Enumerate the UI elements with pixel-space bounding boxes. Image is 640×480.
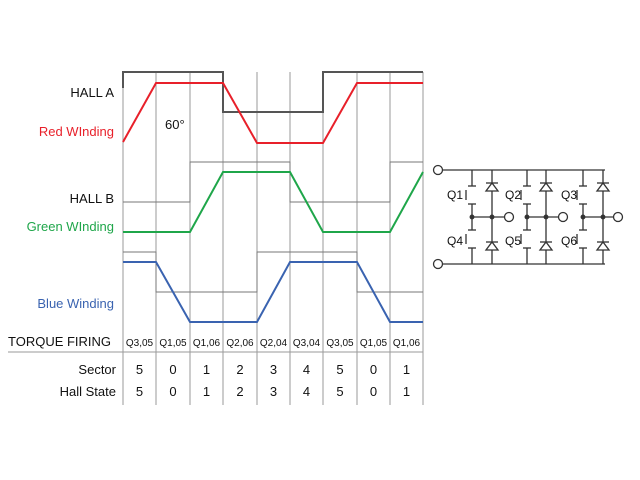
sector-cell: 2	[236, 362, 243, 377]
hall-state-label: Hall State	[60, 384, 116, 399]
hall-b-waveform	[123, 161, 423, 203]
sector-cell: 3	[270, 362, 277, 377]
green-winding-label: Green WInding	[27, 219, 114, 234]
torque-cell: Q1,06	[393, 338, 421, 349]
hall-a-waveform	[122, 71, 423, 113]
blue-winding-label: Blue Winding	[37, 296, 114, 311]
bridge-leg-2	[520, 170, 569, 264]
sector-row: 5 0 1 2 3 4 5 0 1	[136, 362, 410, 377]
switch-label-q4: Q4	[447, 234, 463, 248]
column-grid	[122, 72, 424, 405]
switch-label-q6: Q6	[561, 234, 577, 248]
hall-b-label: HALL B	[70, 191, 114, 206]
red-winding-label: Red WInding	[39, 124, 114, 139]
phase-output-terminal	[557, 211, 569, 223]
bridge-leg-3	[576, 170, 624, 264]
hall-state-cell: 0	[370, 384, 377, 399]
hall-c-waveform	[123, 251, 423, 293]
green-winding-waveform	[123, 171, 424, 233]
sector-cell: 0	[370, 362, 377, 377]
phase-output-terminal	[503, 211, 515, 223]
phase-output-terminal	[612, 211, 624, 223]
torque-cell: Q1,05	[360, 338, 388, 349]
red-winding-waveform	[122, 82, 423, 144]
switch-label-q1: Q1	[447, 188, 463, 202]
torque-cell: Q3,05	[126, 338, 154, 349]
bridge-leg-1	[465, 170, 515, 264]
positive-rail-terminal	[432, 164, 444, 176]
switch-label-q5: Q5	[505, 234, 521, 248]
hall-state-cell: 5	[136, 384, 143, 399]
hall-state-cell: 4	[303, 384, 310, 399]
hall-state-cell: 1	[403, 384, 410, 399]
torque-cell: Q3,04	[293, 338, 321, 349]
torque-cell: Q1,06	[193, 338, 221, 349]
hall-state-cell: 3	[270, 384, 277, 399]
sector-cell: 1	[203, 362, 210, 377]
hall-state-cell: 1	[203, 384, 210, 399]
torque-firing-label: TORQUE FIRING	[8, 334, 111, 349]
sector-cell: 0	[169, 362, 176, 377]
hall-a-label: HALL A	[70, 85, 114, 100]
hall-state-cell: 0	[169, 384, 176, 399]
torque-cell: Q1,05	[159, 338, 187, 349]
hall-state-cell: 5	[336, 384, 343, 399]
sector-cell: 5	[136, 362, 143, 377]
hall-state-cell: 2	[236, 384, 243, 399]
torque-cell: Q2,04	[260, 338, 288, 349]
hall-state-row: 5 0 1 2 3 4 5 0 1	[136, 384, 410, 399]
sector-cell: 5	[336, 362, 343, 377]
sector-label: Sector	[78, 362, 116, 377]
negative-rail-terminal	[432, 258, 444, 270]
angle-label: 60°	[165, 117, 185, 132]
switch-label-q2: Q2	[505, 188, 521, 202]
torque-row: Q3,05 Q1,05 Q1,06 Q2,06 Q2,04 Q3,04 Q3,0…	[126, 338, 421, 349]
switch-label-q3: Q3	[561, 188, 577, 202]
sector-cell: 4	[303, 362, 310, 377]
torque-cell: Q3,05	[326, 338, 354, 349]
sector-cell: 1	[403, 362, 410, 377]
bridge-schematic	[432, 164, 624, 270]
blue-winding-waveform	[123, 261, 423, 323]
torque-cell: Q2,06	[226, 338, 254, 349]
